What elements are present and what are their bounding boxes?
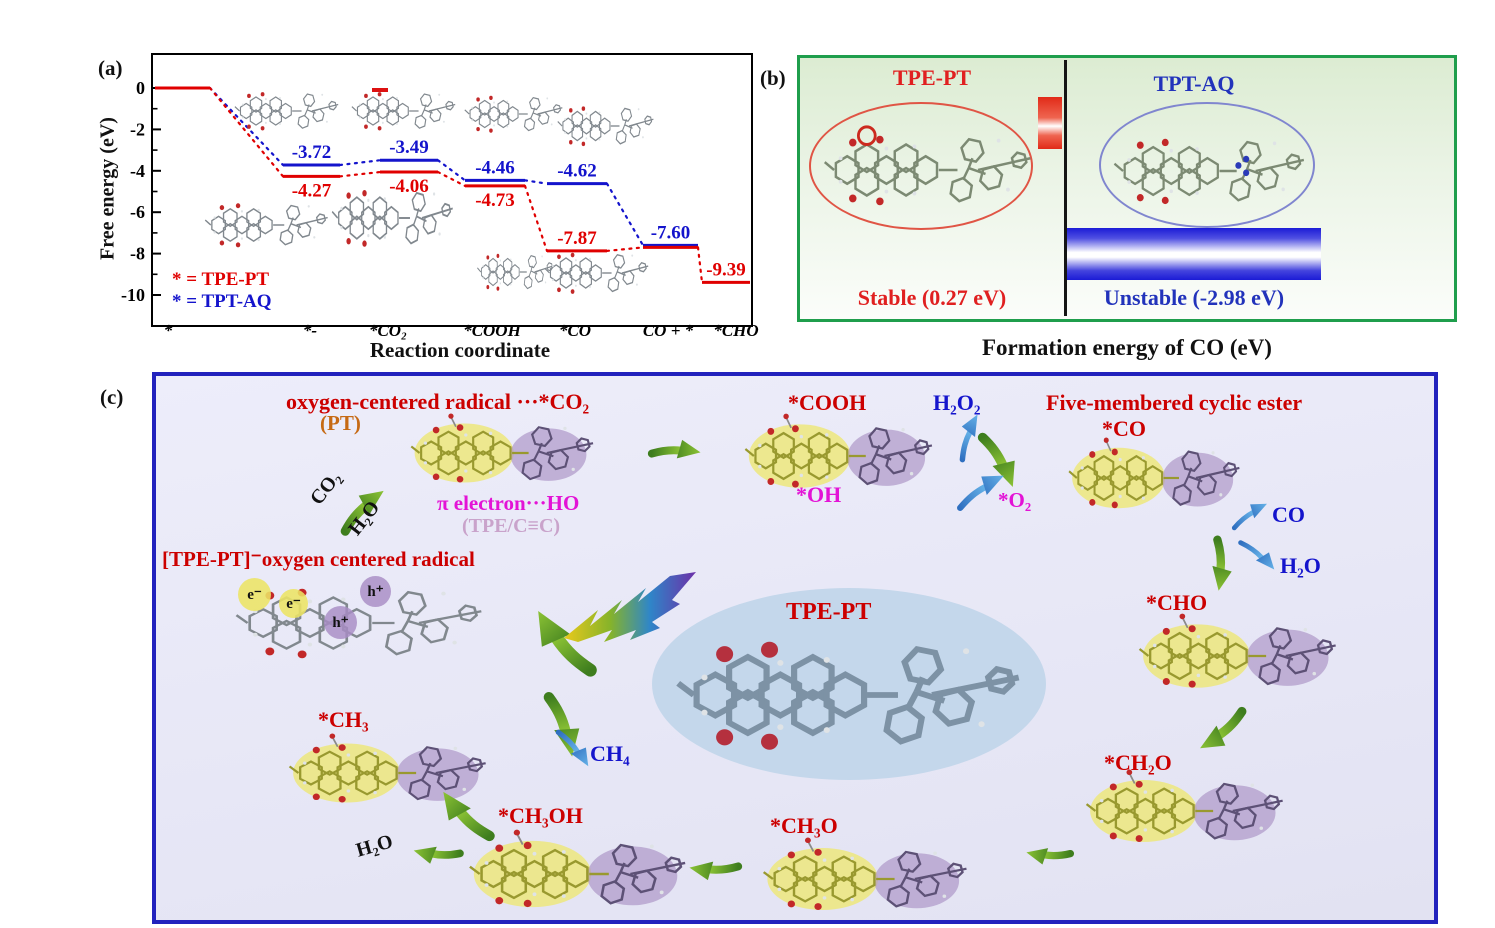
svg-text:-4.62: -4.62 bbox=[557, 161, 597, 182]
label-co-star: *CO bbox=[1102, 416, 1146, 441]
molecule-graphic bbox=[1111, 125, 1309, 217]
label-oxygen-centered-radical: oxygen-centered radical ···*CO₂ bbox=[286, 389, 590, 414]
molecule-graphic bbox=[821, 121, 1036, 219]
panel-b-x-label: Formation energy of CO (eV) bbox=[982, 335, 1272, 360]
svg-text:-3.49: -3.49 bbox=[389, 137, 429, 158]
molecule-graphic bbox=[350, 84, 458, 138]
label-ch2o: *CH₂O bbox=[1104, 750, 1172, 775]
label-five-membered: Five-membered cyclic ester bbox=[1046, 390, 1303, 415]
anion-charge-dash bbox=[372, 88, 388, 92]
label-h2o2: H₂O₂ bbox=[933, 390, 981, 415]
blue-arrow-icon bbox=[1235, 522, 1278, 587]
svg-text:-7.87: -7.87 bbox=[557, 228, 597, 249]
svg-text:*CHO: *CHO bbox=[713, 321, 758, 340]
tpe-pt-ellipse bbox=[809, 102, 1033, 230]
molecule-graphic bbox=[760, 836, 972, 922]
molecule-graphic bbox=[408, 412, 598, 494]
label-cooh: *COOH bbox=[788, 390, 867, 415]
label-tpe-cc: (TPE/C≡C) bbox=[462, 515, 561, 537]
svg-text:-8: -8 bbox=[130, 244, 145, 264]
molecule-graphic bbox=[742, 412, 937, 500]
panel-c-tag: (c) bbox=[100, 385, 124, 409]
molecule-graphic bbox=[1066, 436, 1244, 520]
legend-tpe-pt: * = TPE-PT bbox=[172, 269, 270, 290]
label-cho: *CHO bbox=[1146, 590, 1208, 615]
molecule-graphic bbox=[286, 732, 491, 814]
svg-text:-4.46: -4.46 bbox=[475, 157, 515, 178]
molecule-graphic bbox=[476, 246, 556, 298]
free-energy-chart: 0 -2 -4 -6 -8 -10 * *- *CO₂ *COOH *CO CO + * *CHO -3.… bbox=[105, 48, 770, 348]
molecule-graphic bbox=[672, 622, 1028, 768]
panel-b-tag: (b) bbox=[760, 66, 786, 90]
molecule-graphic bbox=[463, 88, 565, 140]
svg-text:*COOH: *COOH bbox=[463, 321, 521, 340]
svg-text:*-: *- bbox=[303, 321, 318, 340]
label-center-tpe-pt: TPE-PT bbox=[786, 599, 872, 625]
unstable-caption: Unstable (-2.98 eV) bbox=[1103, 285, 1285, 310]
svg-text:*: * bbox=[164, 321, 173, 340]
svg-text:0: 0 bbox=[136, 78, 145, 98]
molecule-graphic bbox=[543, 244, 651, 302]
svg-text:-7.60: -7.60 bbox=[651, 222, 691, 243]
blue-gradient-bar bbox=[1067, 228, 1321, 280]
tpt-aq-title: TPT-AQ bbox=[1153, 71, 1235, 96]
molecule-graphic bbox=[1083, 768, 1288, 854]
molecule-graphic bbox=[233, 84, 341, 138]
green-arrow-icon bbox=[1196, 703, 1248, 755]
label-ch3o: *CH₃O bbox=[770, 813, 838, 838]
panel-a-tag: (a) bbox=[98, 56, 123, 80]
label-tpe-pt-radical: [TPE-PT]⁻oxygen centered radical bbox=[162, 547, 475, 571]
stable-caption: Stable (0.27 eV) bbox=[857, 285, 1007, 310]
svg-text:-4.73: -4.73 bbox=[475, 190, 515, 211]
molecule-graphic bbox=[466, 828, 691, 920]
svg-text:-4: -4 bbox=[130, 161, 145, 181]
svg-text:-9.39: -9.39 bbox=[706, 259, 746, 280]
label-o2: *O₂ bbox=[998, 488, 1032, 512]
svg-text:*CO₂: *CO₂ bbox=[369, 321, 407, 340]
tpe-pt-title: TPE-PT bbox=[892, 65, 972, 90]
label-ch3oh: *CH₃OH bbox=[498, 803, 583, 828]
label-h2o-out: H₂O bbox=[1280, 553, 1321, 578]
electron-marker: e⁻ bbox=[279, 589, 308, 618]
hole-marker: h⁺ bbox=[324, 606, 357, 639]
label-pt: (PT) bbox=[320, 411, 361, 435]
svg-text:-6: -6 bbox=[130, 202, 145, 222]
legend-tpt-aq: * = TPT-AQ bbox=[172, 291, 272, 312]
panel-b-formation-energy: TPE-PT TPT-AQ Stable (0.27 eV) Unstable … bbox=[797, 55, 1457, 322]
molecule-graphic bbox=[330, 178, 456, 258]
y-axis-label: Free energy (eV) bbox=[96, 117, 119, 260]
hole-marker: h⁺ bbox=[360, 576, 391, 607]
label-pi-electron: π electron···HO bbox=[437, 491, 580, 515]
label-ch4: CH₄ bbox=[590, 741, 630, 766]
molecule-graphic bbox=[203, 194, 331, 256]
svg-text:*CO: *CO bbox=[559, 321, 591, 340]
electron-marker: e⁻ bbox=[238, 578, 271, 611]
svg-text:-2: -2 bbox=[130, 119, 145, 139]
svg-text:CO + *: CO + * bbox=[643, 321, 694, 340]
molecule-graphic bbox=[556, 98, 656, 154]
red-gradient-bar bbox=[1038, 97, 1062, 149]
x-axis-label: Reaction coordinate bbox=[369, 338, 551, 362]
svg-text:-4.06: -4.06 bbox=[389, 176, 429, 197]
label-oh: *OH bbox=[796, 482, 842, 507]
tpt-aq-ellipse bbox=[1099, 102, 1315, 228]
panel-b-divider bbox=[1064, 60, 1067, 316]
svg-text:-10: -10 bbox=[121, 285, 145, 305]
blue-arrow-icon bbox=[550, 715, 595, 780]
label-co-out: CO bbox=[1272, 502, 1305, 527]
green-arrow-icon bbox=[439, 788, 497, 843]
lightning-bolt-icon bbox=[560, 570, 700, 642]
svg-text:-4.27: -4.27 bbox=[292, 180, 332, 201]
svg-text:-3.72: -3.72 bbox=[292, 142, 332, 163]
molecule-graphic bbox=[1136, 612, 1341, 700]
label-ch3: *CH₃ bbox=[318, 707, 369, 732]
